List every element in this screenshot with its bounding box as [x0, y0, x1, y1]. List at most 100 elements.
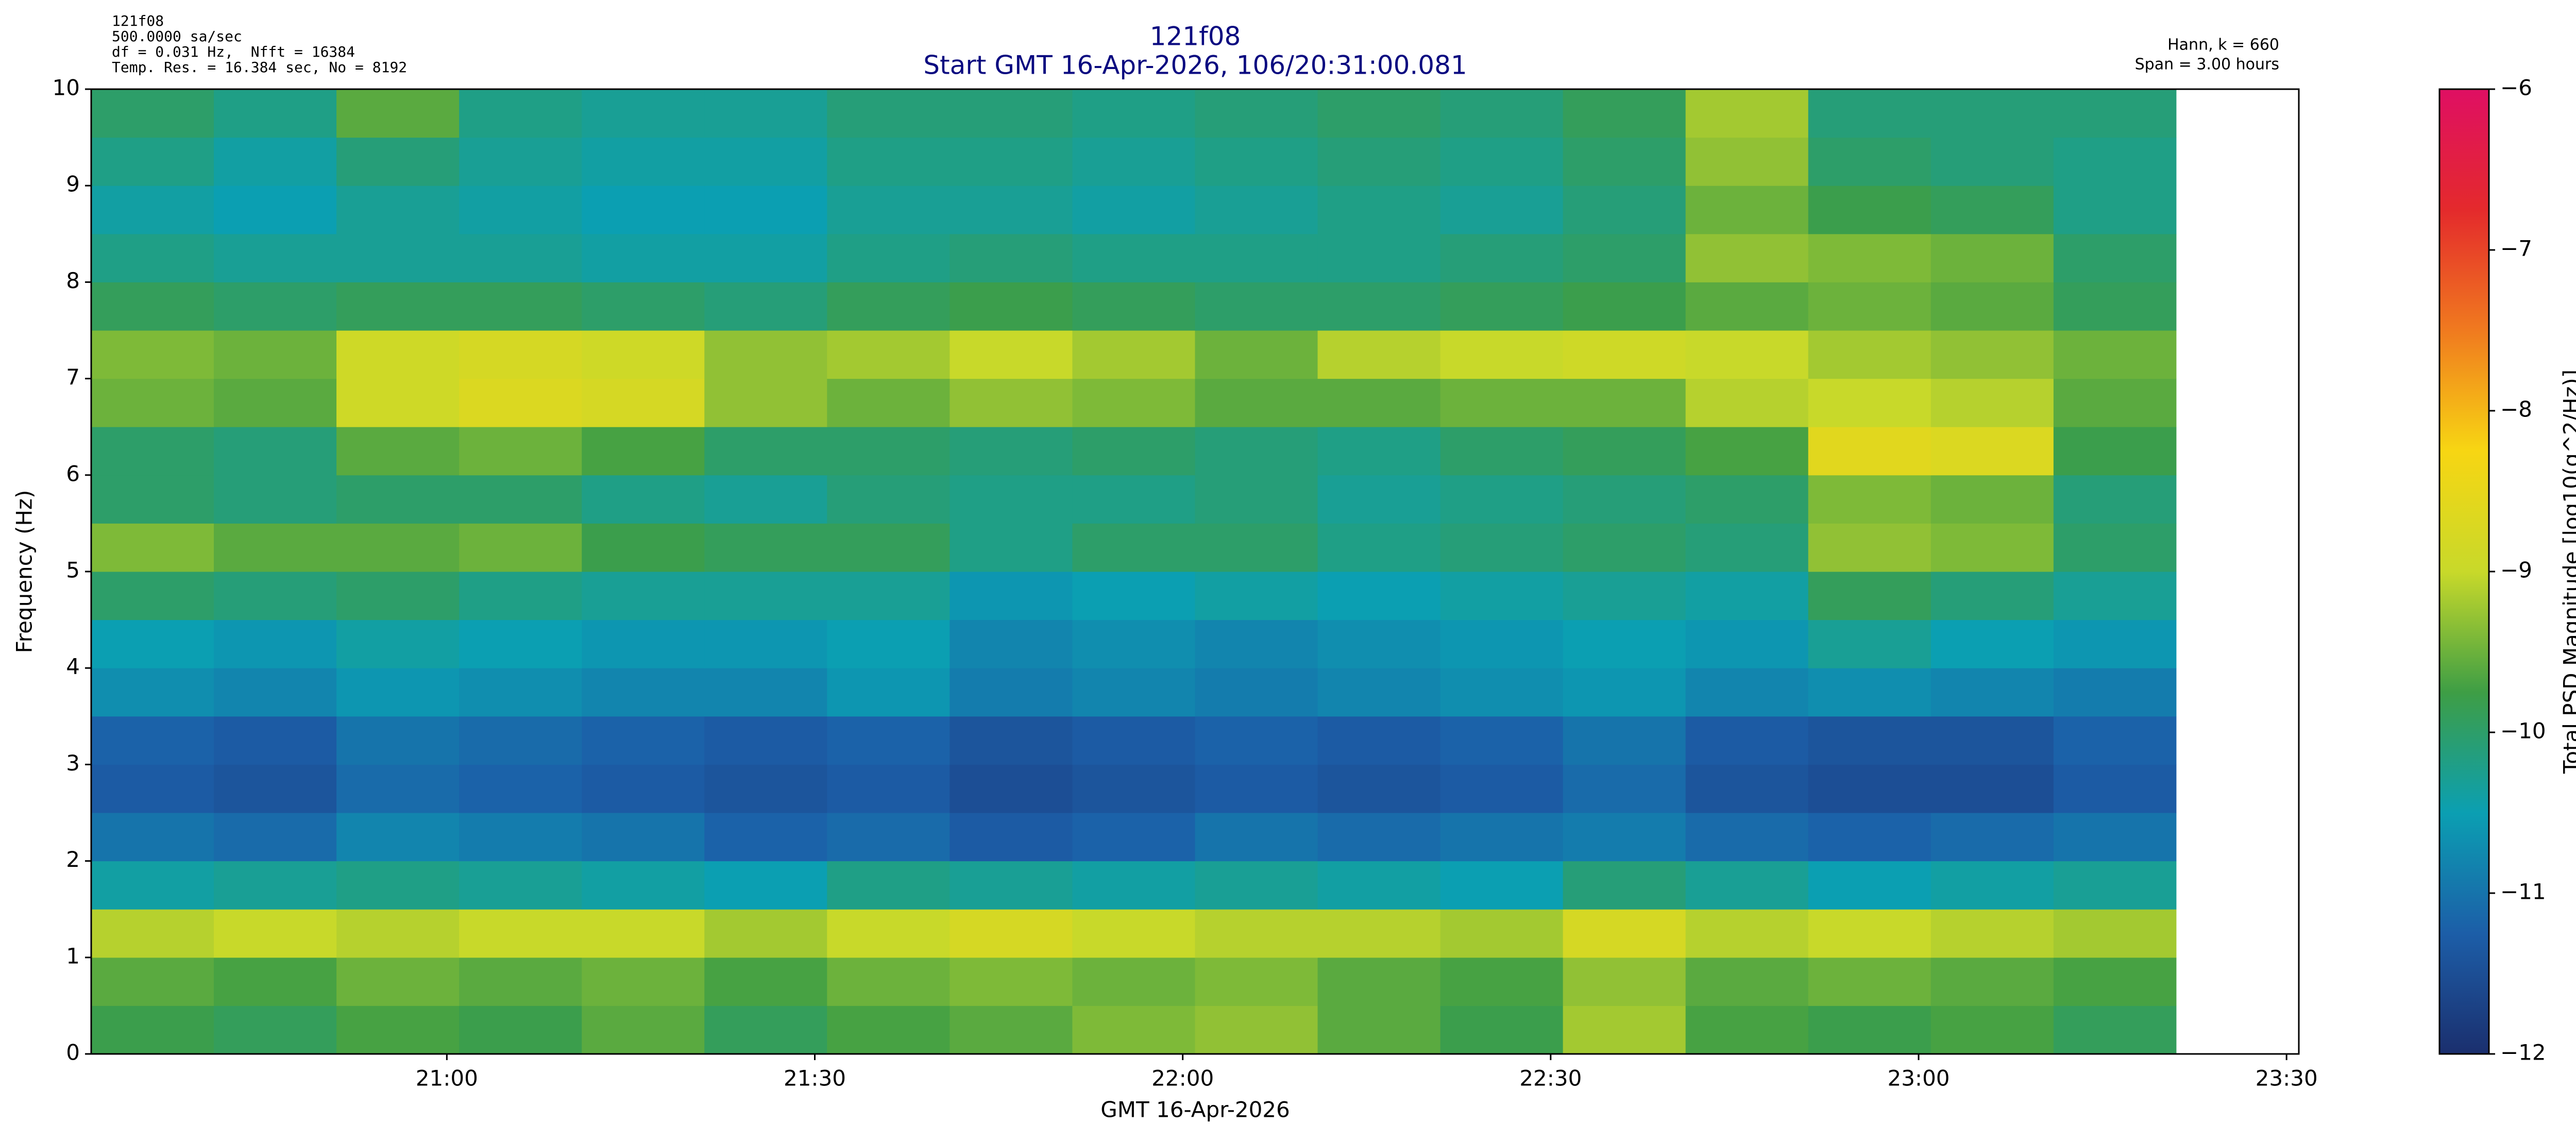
psd-cell — [1195, 572, 1318, 621]
psd-cell — [827, 619, 950, 668]
psd-cell — [1930, 378, 2054, 427]
psd-cell — [214, 668, 337, 717]
psd-cell — [91, 137, 214, 186]
psd-cell — [459, 957, 582, 1006]
psd-cell — [827, 813, 950, 862]
psd-cell — [459, 909, 582, 958]
psd-cell — [827, 233, 950, 282]
psd-cell — [950, 619, 1073, 668]
psd-cell — [1195, 861, 1318, 910]
psd-cell — [1195, 909, 1318, 958]
psd-cell — [459, 137, 582, 186]
info-left: Temp. Res. = 16.384 sec, No = 8192 — [112, 59, 407, 76]
psd-cell — [1317, 668, 1441, 717]
psd-cell — [1563, 378, 1686, 427]
psd-cell — [1685, 523, 1809, 572]
psd-cell — [704, 861, 827, 910]
psd-cell — [582, 813, 705, 862]
psd-cell — [1195, 957, 1318, 1006]
psd-cell — [214, 764, 337, 813]
psd-cell — [950, 764, 1073, 813]
psd-cell — [582, 378, 705, 427]
psd-cell — [91, 282, 214, 331]
psd-cell — [336, 861, 460, 910]
psd-cell — [950, 186, 1073, 234]
psd-cell — [950, 572, 1073, 621]
psd-cell — [1195, 523, 1318, 572]
psd-cell — [336, 716, 460, 765]
psd-cell — [1072, 427, 1195, 476]
psd-cell — [336, 282, 460, 331]
psd-cell — [1930, 137, 2054, 186]
psd-cell — [582, 233, 705, 282]
psd-cell — [704, 1005, 827, 1054]
psd-cell — [827, 475, 950, 524]
psd-cell — [827, 378, 950, 427]
psd-cell — [1072, 861, 1195, 910]
psd-cell — [1195, 668, 1318, 717]
psd-cell — [2053, 137, 2177, 186]
psd-cell — [2053, 427, 2177, 476]
psd-cell — [1808, 764, 1931, 813]
psd-cell — [1440, 619, 1564, 668]
psd-cell — [1808, 475, 1931, 524]
psd-cell — [1440, 716, 1564, 765]
psd-cell — [1317, 764, 1441, 813]
psd-cell — [704, 572, 827, 621]
psd-cell — [1072, 378, 1195, 427]
psd-cell — [1072, 330, 1195, 379]
psd-cell — [1808, 813, 1931, 862]
psd-cell — [91, 813, 214, 862]
psd-cell — [950, 1005, 1073, 1054]
y-tick-label: 10 — [53, 75, 80, 100]
psd-cell — [827, 572, 950, 621]
psd-cell — [1317, 186, 1441, 234]
psd-cell — [1685, 619, 1809, 668]
psd-cell — [336, 764, 460, 813]
psd-cell — [336, 427, 460, 476]
psd-cell — [91, 909, 214, 958]
psd-cell — [2053, 572, 2177, 621]
psd-cell — [1563, 1005, 1686, 1054]
psd-cell — [1930, 1005, 2054, 1054]
psd-cell — [1930, 89, 2054, 138]
psd-cell — [1195, 186, 1318, 234]
x-tick-label: 22:00 — [1151, 1066, 1214, 1091]
psd-cell — [336, 89, 460, 138]
psd-cell — [91, 427, 214, 476]
psd-cell — [1808, 523, 1931, 572]
psd-cell — [336, 523, 460, 572]
psd-cell — [1317, 572, 1441, 621]
y-tick-label: 2 — [66, 847, 80, 872]
psd-cell — [582, 89, 705, 138]
info-left: 121f08 — [112, 12, 164, 29]
psd-cell — [1440, 668, 1564, 717]
psd-cell — [91, 1005, 214, 1054]
psd-cell — [827, 186, 950, 234]
psd-cell — [214, 813, 337, 862]
psd-cell — [214, 378, 337, 427]
psd-cell — [1195, 427, 1318, 476]
psd-cell — [1930, 813, 2054, 862]
psd-cell — [1440, 813, 1564, 862]
psd-cell — [1317, 861, 1441, 910]
psd-cell — [827, 137, 950, 186]
psd-cell — [2053, 668, 2177, 717]
psd-cell — [1808, 137, 1931, 186]
psd-cell — [827, 427, 950, 476]
colorbar-label: Total PSD Magnitude [log10(g^2/Hz)] — [2559, 370, 2576, 774]
psd-cell — [336, 957, 460, 1006]
psd-cell — [1195, 619, 1318, 668]
psd-cell — [827, 668, 950, 717]
psd-cell — [1195, 716, 1318, 765]
psd-cell — [704, 523, 827, 572]
psd-cell — [950, 909, 1073, 958]
psd-cell — [2053, 619, 2177, 668]
psd-cell — [950, 475, 1073, 524]
x-tick-label: 22:30 — [1519, 1066, 1582, 1091]
psd-cell — [1563, 523, 1686, 572]
psd-cell — [1563, 186, 1686, 234]
psd-cell — [91, 186, 214, 234]
psd-cell — [582, 330, 705, 379]
